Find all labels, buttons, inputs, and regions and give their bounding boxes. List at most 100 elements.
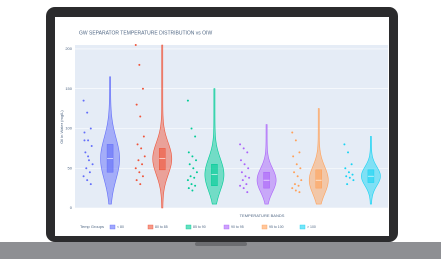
data-point [84,151,86,153]
data-point [298,191,300,193]
data-point [86,112,88,114]
data-point [136,179,138,181]
data-point [298,151,300,153]
data-point [243,187,245,189]
data-point [135,44,137,46]
data-point [297,175,299,177]
data-point [142,88,144,90]
data-point [137,143,139,145]
data-point [191,155,193,157]
data-point [348,171,350,173]
legend-label: 80 to 85 [155,225,168,229]
y-tick-label: 150 [65,86,72,91]
data-point [143,135,145,137]
plot-area [75,45,388,208]
data-point [140,147,142,149]
legend-label: 95 to 100 [269,225,284,229]
y-tick-label: 50 [68,165,73,170]
legend-label: > 100 [307,225,316,229]
data-point [192,167,194,169]
data-point [344,167,346,169]
data-point [298,185,300,187]
data-point [188,151,190,153]
data-point [300,179,302,181]
data-point [296,163,298,165]
data-point [246,151,248,153]
data-point [137,159,139,161]
data-point [246,191,248,193]
data-point [343,143,345,145]
data-point [240,159,242,161]
data-point [139,116,141,118]
data-point [138,171,140,173]
data-point [195,159,197,161]
data-point [83,131,85,133]
laptop-screenshot: GW SEPARATOR TEMPERATURE DISTRIBUTION vs… [0,0,441,259]
data-point [247,167,249,169]
data-point [346,183,348,185]
data-point [190,175,192,177]
legend-label: 90 to 95 [231,225,244,229]
violin-box [316,170,322,188]
data-point [244,175,246,177]
data-point [292,155,294,157]
data-point [83,175,85,177]
data-point [194,135,196,137]
data-point [244,163,246,165]
data-point [87,155,89,157]
data-point [345,175,347,177]
data-point [291,131,293,133]
legend-swatch [186,225,191,229]
data-point [299,167,301,169]
violin-box [159,148,165,169]
legend-label: 85 to 90 [193,225,206,229]
data-point [92,163,94,165]
data-point [347,151,349,153]
laptop-notch [195,242,247,246]
data-point [191,183,193,185]
data-point [352,179,354,181]
data-point [291,187,293,189]
data-point [241,171,243,173]
data-point [144,155,146,157]
legend-swatch [300,225,305,229]
data-point [142,175,144,177]
data-point [189,163,191,165]
data-point [239,185,241,187]
data-point [136,104,138,106]
data-point [248,177,250,179]
data-point [90,127,92,129]
legend-swatch [224,225,229,229]
data-point [91,145,93,147]
data-point [295,139,297,141]
legend-label: < 80 [117,225,124,229]
data-point [88,159,90,161]
data-point [191,127,193,129]
data-point [83,100,85,102]
data-point [86,179,88,181]
data-point [85,167,87,169]
data-point [295,190,297,192]
legend-swatch [148,225,153,229]
data-point [352,174,354,176]
data-point [194,185,196,187]
data-point [239,143,241,145]
data-point [87,139,89,141]
data-point [135,167,137,169]
legend-title: Temp Groups [80,224,104,229]
data-point [139,183,141,185]
data-point [187,179,189,181]
data-point [191,190,193,192]
y-tick-label: 100 [65,126,72,131]
legend-swatch [262,225,267,229]
data-point [187,100,189,102]
y-tick-label: 200 [65,46,72,51]
data-point [351,163,353,165]
data-point [90,183,92,185]
data-point [243,147,245,149]
data-point [141,163,143,165]
data-point [196,171,198,173]
chart-title: GW SEPARATOR TEMPERATURE DISTRIBUTION vs… [79,30,212,36]
data-point [138,64,140,66]
data-point [89,171,91,173]
